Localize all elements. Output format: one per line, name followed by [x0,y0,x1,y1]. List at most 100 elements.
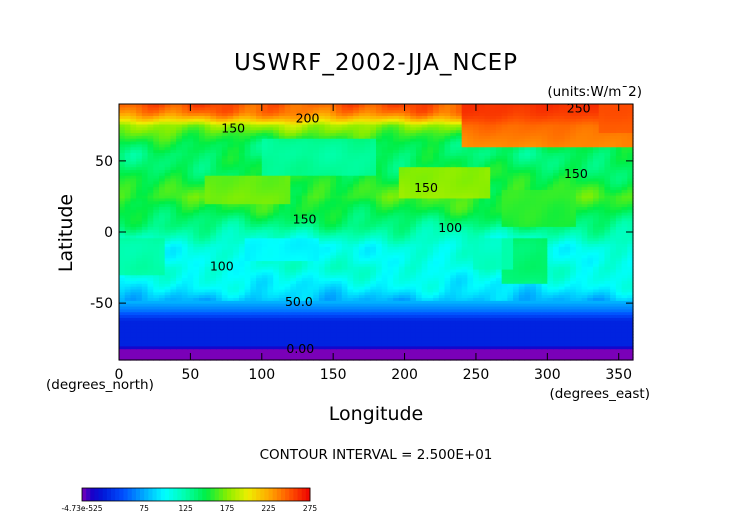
heatmap-cell [467,246,474,250]
heatmap-cell [204,200,211,205]
heatmap-cell [381,277,389,281]
heatmap-cell [261,254,269,259]
heatmap-cell [450,257,457,262]
heatmap-cell [398,206,406,210]
heatmap-cell [627,305,634,310]
heatmap-cell [301,251,309,256]
heatmap-cell [278,288,286,293]
heatmap-cell [267,271,274,276]
heatmap-cell [376,334,383,338]
heatmap-cell [170,351,177,355]
heatmap-cell [364,325,371,330]
heatmap-cell [587,217,594,222]
heatmap-cell [478,263,486,267]
heatmap-cell [193,354,200,358]
heatmap-cell [198,203,206,207]
heatmap-cell [421,280,428,284]
heatmap-cell [495,348,503,353]
heatmap-cell [398,243,406,247]
heatmap-cell [604,206,611,210]
heatmap-cell [427,214,434,219]
heatmap-cell [376,268,383,273]
heatmap-cell [570,220,577,225]
heatmap-cell [478,237,486,242]
heatmap-cell [130,357,137,361]
heatmap-cell [398,345,406,350]
heatmap-cell [501,277,508,281]
heatmap-cell [473,340,480,344]
heatmap-cell [387,331,394,335]
heatmap-cell [558,217,566,222]
heatmap-cell [507,291,514,296]
heatmap-cell [415,305,423,310]
heatmap-cell [587,232,594,236]
heatmap-cell [518,354,526,358]
heatmap-cell [587,294,594,299]
heatmap-cell [273,354,280,358]
heatmap-cell [581,203,588,207]
heatmap-cell [341,251,349,256]
heatmap-cell [564,237,571,242]
heatmap-cell [307,200,314,205]
heatmap-cell [553,345,560,350]
heatmap-cell [398,340,406,344]
heatmap-cell [490,246,497,250]
heatmap-cell [238,251,246,256]
heatmap-cell [450,280,457,284]
heatmap-cell [558,237,566,242]
heatmap-cell [558,246,566,250]
heatmap-cell [130,317,137,321]
heatmap-cell [296,308,303,313]
heatmap-cell [393,286,400,290]
heatmap-cell [450,337,457,341]
heatmap-cell [119,226,126,230]
heatmap-cell [370,328,377,333]
heatmap-cell [587,323,594,327]
heatmap-cell [513,271,520,276]
heatmap-cell [410,243,417,247]
heatmap-cell [598,325,606,330]
heatmap-cell [187,257,194,262]
heatmap-cell [278,337,286,341]
heatmap-cell [347,357,354,361]
heatmap-cell [381,268,389,273]
heatmap-cell [398,274,406,279]
heatmap-cell [433,348,440,353]
heatmap-cell [176,223,183,227]
heatmap-cell [444,283,451,287]
heatmap-cell [227,257,234,262]
heatmap-cell [130,314,137,318]
heatmap-cell [301,209,309,213]
heatmap-cell [330,325,337,330]
heatmap-cell [547,274,554,279]
heatmap-cell [164,223,171,227]
heatmap-cell [290,268,297,273]
heatmap-cell [341,354,349,358]
heatmap-cell [593,337,600,341]
heatmap-cell [455,348,463,353]
heatmap-cell [318,357,326,361]
heatmap-cell [410,266,417,270]
heatmap-cell [198,288,206,293]
heatmap-cell [210,229,217,233]
heatmap-cell [307,303,314,307]
heatmap-cell [296,277,303,281]
heatmap-cell [198,271,206,276]
heatmap-cell [495,340,503,344]
heatmap-cell [501,212,508,216]
heatmap-cell [347,305,354,310]
heatmap-cell [444,280,451,284]
heatmap-cell [250,323,257,327]
heatmap-cell [598,203,606,207]
heatmap-cell [256,251,263,256]
heatmap-cell [507,249,514,253]
heatmap-cell [124,317,132,321]
heatmap-cell [261,217,269,222]
heatmap-cell [267,303,274,307]
heatmap-cell [455,351,463,355]
heatmap-cell [604,268,611,273]
heatmap-cell [330,234,337,239]
heatmap-cell [541,325,548,330]
heatmap-cell [187,271,194,276]
heatmap-cell [153,254,160,259]
